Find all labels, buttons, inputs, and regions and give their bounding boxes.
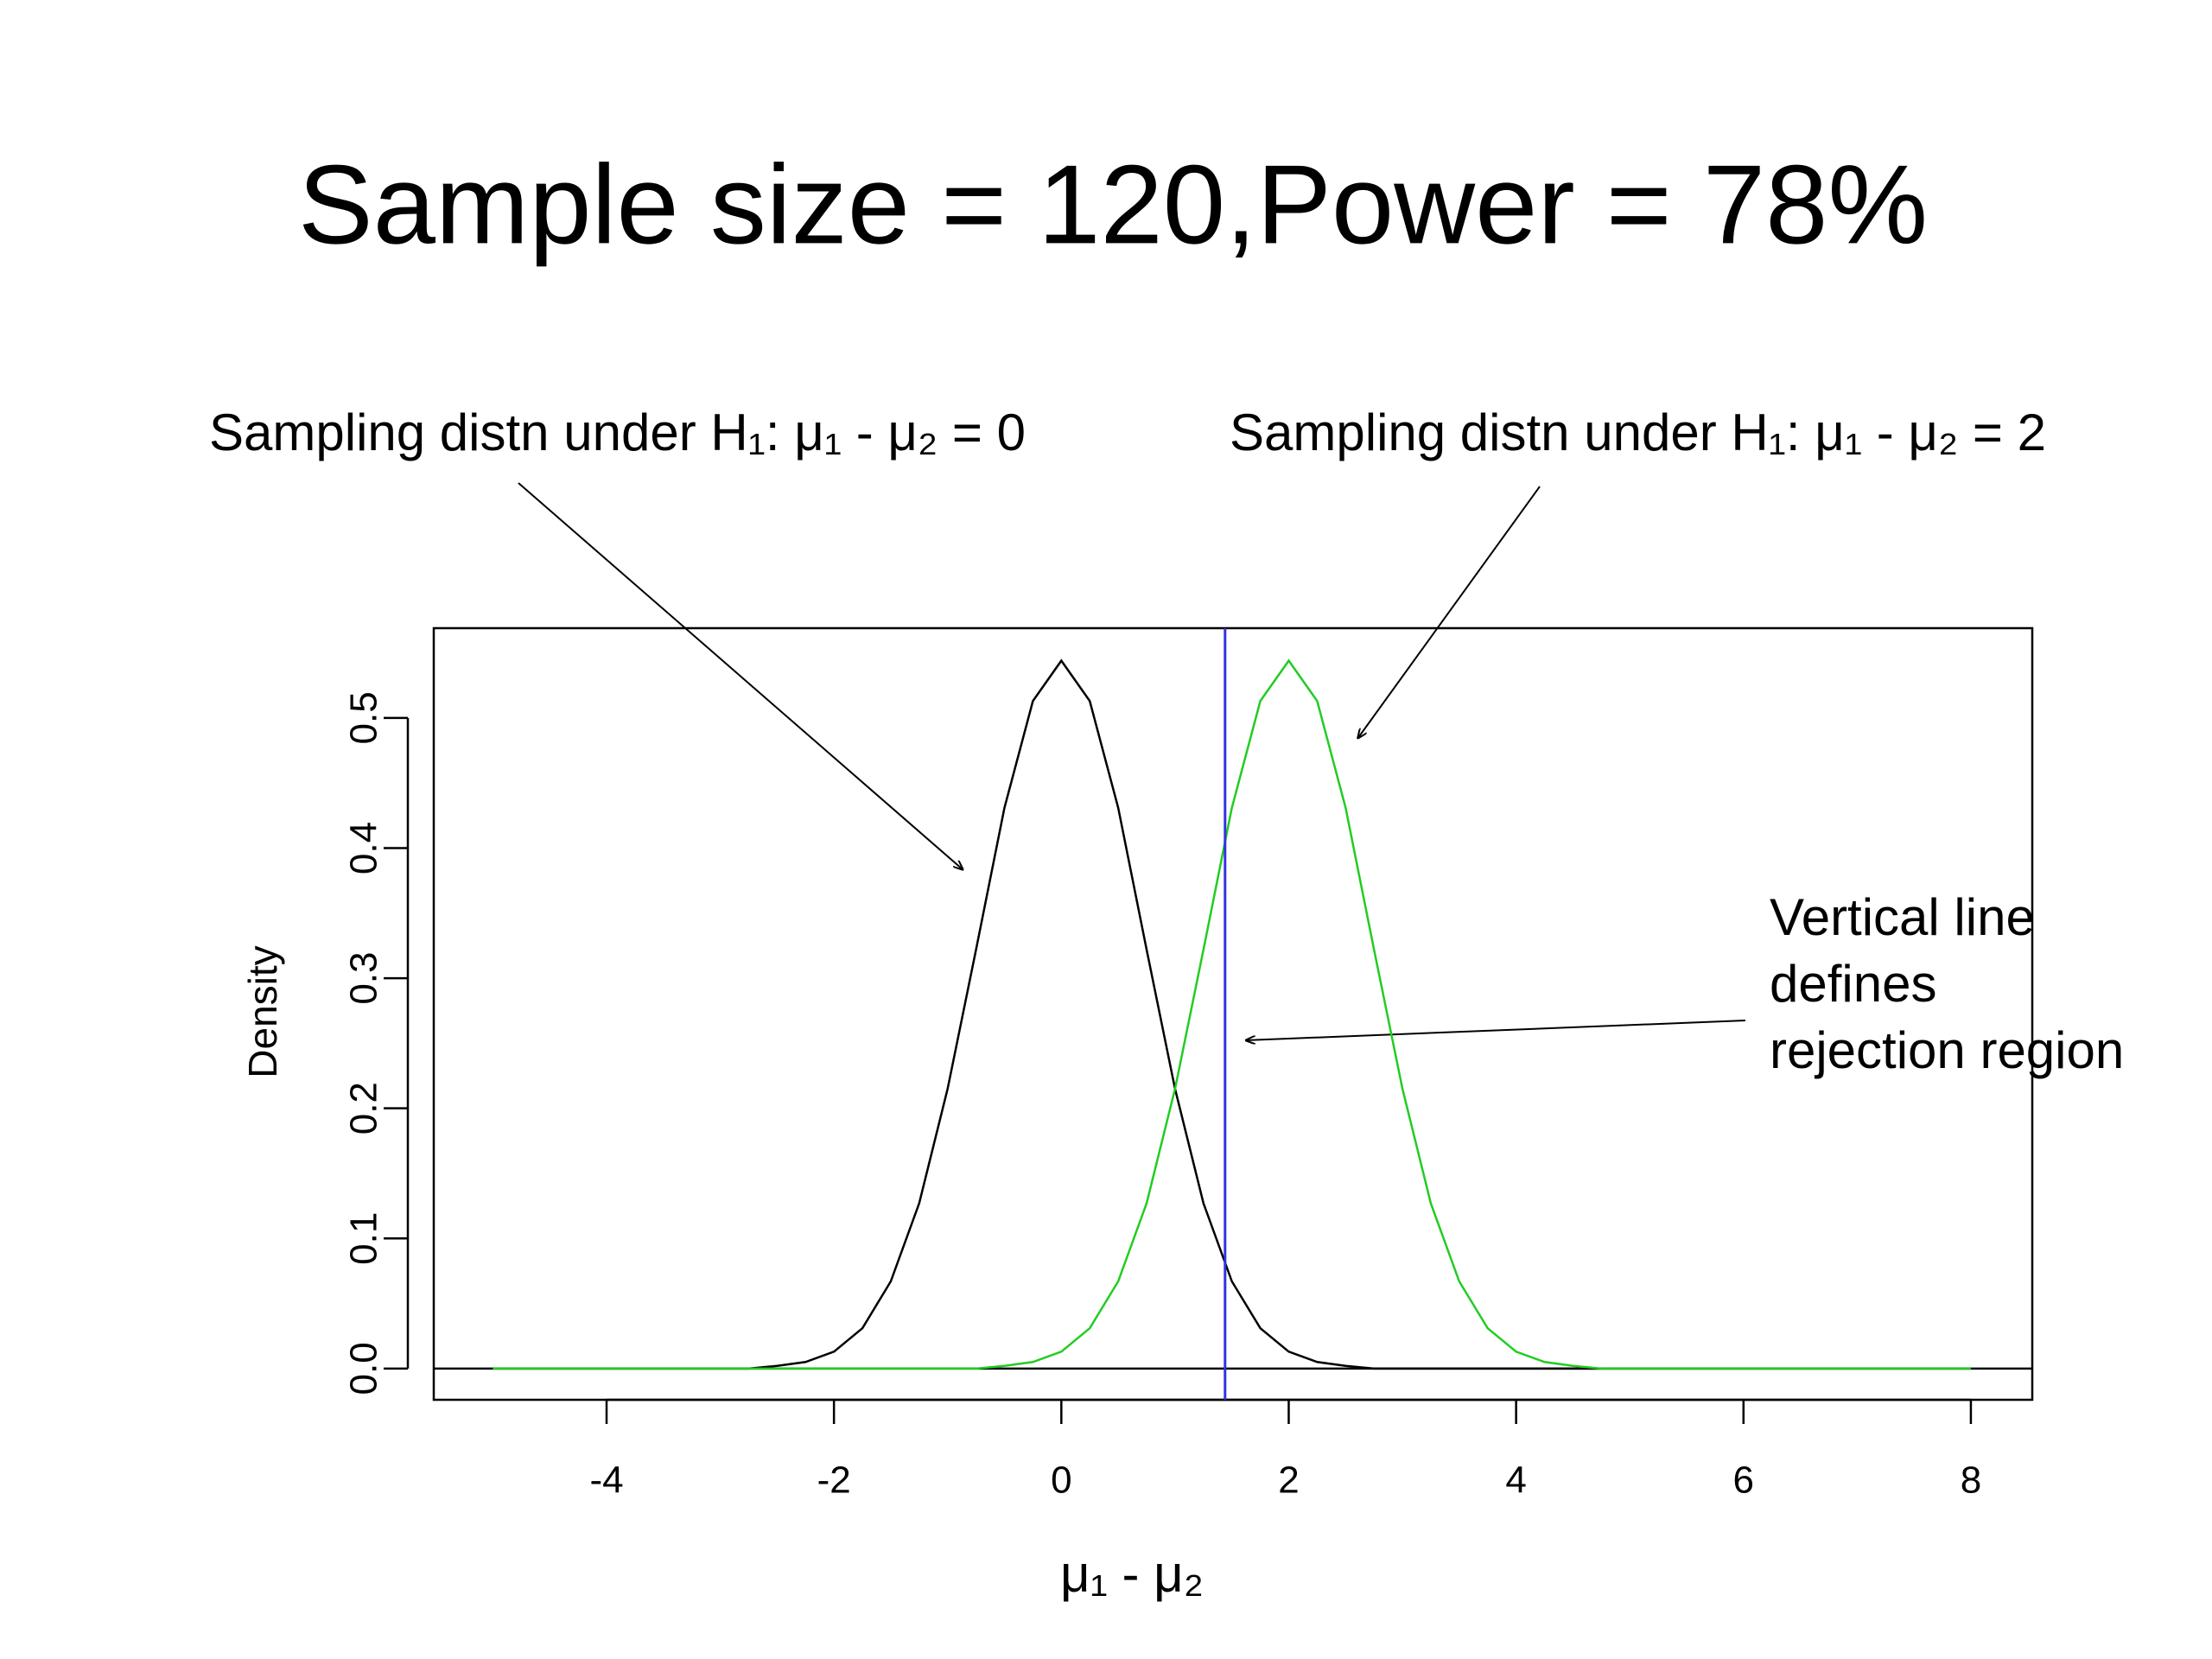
x-tick-label: 8: [1961, 1459, 1981, 1502]
series-line: [493, 658, 1971, 1370]
arrow: [518, 482, 963, 870]
arrow: [1245, 1020, 1746, 1040]
annotation: Sampling distn under H₁: μ₁ - μ₂ = 0: [209, 404, 1026, 461]
annotation: Vertical line: [1770, 888, 2035, 946]
series-line: [493, 658, 1971, 1370]
arrow: [1357, 486, 1541, 739]
x-tick-label: 4: [1505, 1459, 1526, 1502]
y-tick-label: 0.5: [343, 691, 385, 744]
annotation: Sampling distn under H₁: μ₁ - μ₂ = 2: [1230, 404, 2046, 461]
y-tick-label: 0.1: [343, 1212, 385, 1265]
y-tick-label: 0.3: [343, 952, 385, 1005]
x-tick-label: -4: [589, 1459, 623, 1502]
annotation: defines: [1770, 955, 1936, 1013]
y-tick-label: 0.2: [343, 1082, 385, 1135]
y-tick-label: 0.4: [343, 822, 385, 874]
x-axis-label: μ₁ - μ₂: [1060, 1545, 1204, 1603]
chart-title: Sample size = 120,Power = 78%: [298, 141, 1928, 267]
x-tick-label: 6: [1733, 1459, 1754, 1502]
y-tick-label: 0.0: [343, 1342, 385, 1395]
x-tick-label: -2: [817, 1459, 851, 1502]
x-tick-label: 2: [1278, 1459, 1299, 1502]
y-axis-label: Density: [240, 945, 285, 1077]
annotation: rejection region: [1770, 1021, 2124, 1079]
plot-area: 0.0 0.1 0.2 0.3 0.4 0.5 -4 -2 0 2 4 6 8: [343, 626, 2034, 1502]
x-tick-label: 0: [1051, 1459, 1071, 1502]
